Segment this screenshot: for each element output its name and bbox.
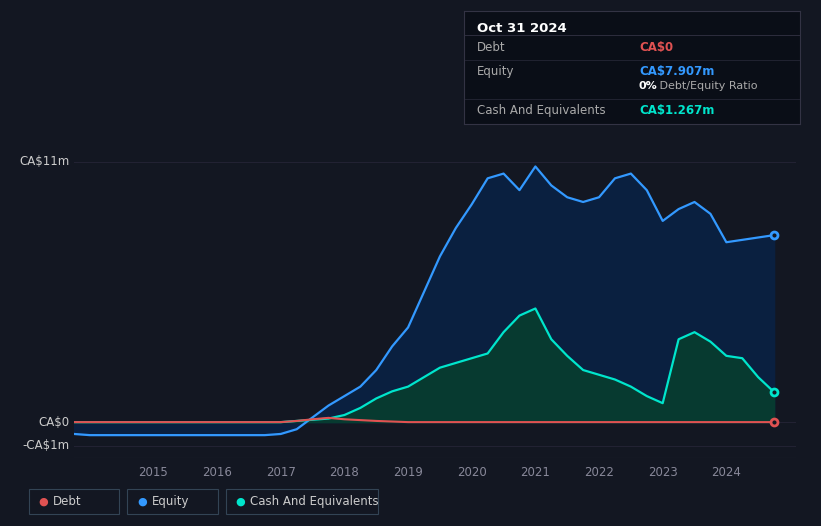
Text: Debt: Debt bbox=[477, 42, 506, 54]
Text: 0%: 0% bbox=[639, 82, 658, 92]
Text: ●: ● bbox=[39, 497, 48, 507]
Text: Debt: Debt bbox=[53, 495, 82, 508]
Text: CA$0: CA$0 bbox=[639, 42, 673, 54]
Text: Debt/Equity Ratio: Debt/Equity Ratio bbox=[656, 82, 757, 92]
Text: CA$11m: CA$11m bbox=[20, 155, 70, 168]
Text: Equity: Equity bbox=[477, 65, 515, 78]
Text: CA$7.907m: CA$7.907m bbox=[639, 65, 714, 78]
Text: Cash And Equivalents: Cash And Equivalents bbox=[477, 104, 606, 117]
Text: CA$0: CA$0 bbox=[39, 416, 70, 429]
Text: Cash And Equivalents: Cash And Equivalents bbox=[250, 495, 379, 508]
Text: -CA$1m: -CA$1m bbox=[23, 439, 70, 452]
Text: Equity: Equity bbox=[152, 495, 190, 508]
Text: CA$1.267m: CA$1.267m bbox=[639, 104, 714, 117]
Text: ●: ● bbox=[236, 497, 245, 507]
Text: ●: ● bbox=[137, 497, 147, 507]
Text: Oct 31 2024: Oct 31 2024 bbox=[477, 22, 567, 35]
